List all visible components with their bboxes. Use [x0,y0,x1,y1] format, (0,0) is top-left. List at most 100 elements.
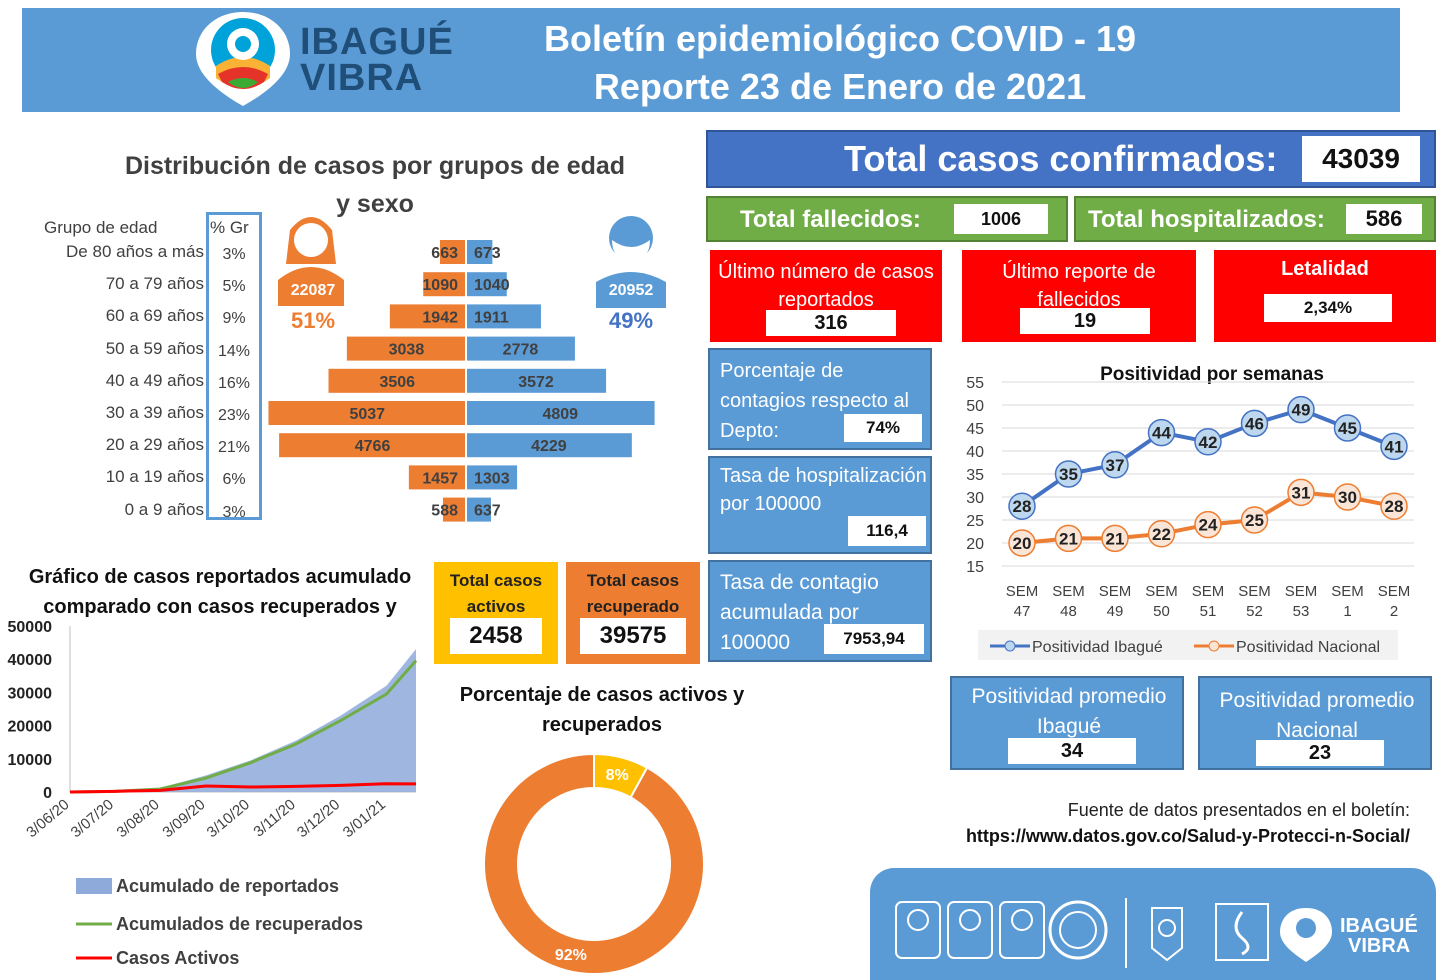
contagion-rate-card: Tasa de contagio acumulada por 100000 79… [708,560,932,662]
active-cases-card: Total casos activos 2458 [434,562,558,664]
male-bar [466,336,575,361]
legend-label: Acumulado de reportados [116,876,339,896]
age-group-pct: 14% [217,342,251,360]
male-bar [466,272,507,297]
total-deaths-value: 1006 [954,204,1048,234]
positivity-chart-title: Positividad por semanas [1100,364,1324,385]
age-section-title: Distribución de casos por grupos de edad [124,152,626,180]
positivity-point [1333,414,1362,442]
age-group-label: 10 a 19 años [105,467,204,487]
lethality-label: Letalidad [1281,258,1369,280]
positivity-point-label: 28 [1013,497,1032,516]
avg-ibague-value: 34 [1008,738,1136,764]
x-tick-label: 3/09/20 [159,796,208,841]
x-tick-label: SEM 48 [1052,583,1085,620]
female-bar-label: 663 [431,245,458,262]
female-bar-label: 5037 [349,406,385,423]
total-confirmed-card: Total casos confirmados: 43039 [706,130,1436,188]
y-tick-label: 25 [966,513,984,530]
positivity-point-label: 37 [1106,456,1125,475]
positivity-chart: Positividad por semanas 15 20 25 30 35 40 45 50… [958,356,1432,666]
y-tick-label: 20000 [8,719,53,736]
positivity-point [1380,432,1408,461]
source-link[interactable]: https://www.datos.gov.co/Salud-y-Protecc… [965,826,1410,846]
male-bar [466,304,541,329]
y-tick-label: 50000 [8,619,53,636]
male-bar-label: 4229 [531,438,567,455]
ibague-logo [188,8,458,108]
positivity-point [1054,460,1083,488]
male-bar-label: 1303 [474,470,510,487]
last-deaths-label: Último reporte de fallecidos [1002,261,1156,311]
x-tick-label: 3/07/20 [68,796,117,841]
male-bar-label: 1040 [474,277,510,294]
certification-logos: IBAGUÉ VIBRA [895,898,1418,968]
positivity-point [1287,478,1315,507]
male-bar-label: 4809 [542,406,578,423]
male-bar-label: 673 [474,245,501,262]
hosp-rate-value: 116,4 [848,516,926,546]
x-tick-label: SEM 52 [1238,583,1271,620]
x-tick-label: SEM 51 [1192,583,1225,620]
x-tick-label: 3/10/20 [204,796,253,841]
avg-national-label: Positividad promedio Nacional [1219,689,1415,742]
age-group-label: 20 a 29 años [105,435,204,455]
positivity-point-label: 20 [1013,534,1032,553]
lethality-card: Letalidad 2,34% [1214,250,1436,342]
positivity-point [1101,451,1129,479]
cumulative-chart: 0 10000 20000 30000 40000 50000 3/06/203/07/20… [8,619,418,968]
slice-label: 8% [606,767,629,784]
y-tick-label: 0 [43,785,52,802]
positivity-point [1240,506,1269,534]
male-bar-label: 1911 [474,309,509,326]
male-total: 20952 [608,282,654,299]
positivity-point-label: 25 [1245,511,1264,530]
footer-logos-band: IBAGUÉ VIBRA [870,868,1436,980]
male-bar [466,368,607,393]
positivity-point-label: 46 [1245,414,1264,433]
logo-text: IBAGUÉ VIBRA [300,21,454,97]
positivity-point [1380,492,1408,520]
footer-logo-text-line1: IBAGUÉ [1340,914,1418,937]
male-bar [466,240,493,264]
y-tick-label: 40000 [8,652,53,669]
lethality-value: 2,34% [1264,294,1392,322]
positivity-point-label: 28 [1385,497,1404,516]
active-slice [593,752,649,799]
male-pct: 49% [608,308,654,333]
logo-text-line1: IBAGUÉ [300,21,454,63]
donut-chart-title: Porcentaje de casos activos y recuperado… [459,684,745,736]
positivity-point [1147,418,1176,447]
male-bar-label: 2778 [503,342,539,359]
musical-city-icon [1215,903,1269,961]
logo-pin-icon [196,12,290,106]
page-title: Boletín epidemiológico COVID - 19 [543,18,1137,59]
age-group-label: 60 a 69 años [105,306,204,326]
y-tick-label: 45 [966,421,984,438]
male-bar-label: 637 [474,503,501,520]
page-subtitle: Reporte 23 de Enero de 2021 [593,66,1087,107]
age-group-pct: 23% [217,407,251,424]
x-tick-label: 3/12/20 [294,796,343,841]
legend-marker [1004,640,1016,652]
total-deaths-card: Total fallecidos: 1006 [706,196,1068,242]
contagion-rate-label: Tasa de contagio acumulada por 100000 [720,571,879,654]
female-bar-label: 1090 [422,277,458,294]
avg-ibague-card: Positividad promedio Ibagué 34 [950,676,1184,770]
hosp-rate-label: Tasa de hospitalización por 100000 [720,465,927,515]
positivity-point [1194,428,1222,456]
dept-pct-label: Porcentaje de contagios respecto al Dept… [720,360,910,442]
total-deaths-label: Total fallecidos: [740,206,921,233]
total-confirmed-label: Total casos confirmados: [844,138,1278,179]
active-cases-line [69,782,417,794]
positivity-point-label: 49 [1292,401,1311,420]
total-hospitalized-card: Total hospitalizados: 586 [1074,196,1436,242]
last-deaths-value: 19 [1020,308,1150,334]
x-tick-label: SEM 50 [1145,583,1178,620]
positivity-point [1101,524,1129,553]
icontec-logo-1 [895,901,941,959]
donut-chart: 92% 8% [483,752,705,975]
x-tick-label: SEM 49 [1099,583,1132,620]
female-bar-label: 1457 [422,470,458,487]
x-tick-label: 3/11/20 [250,796,298,840]
